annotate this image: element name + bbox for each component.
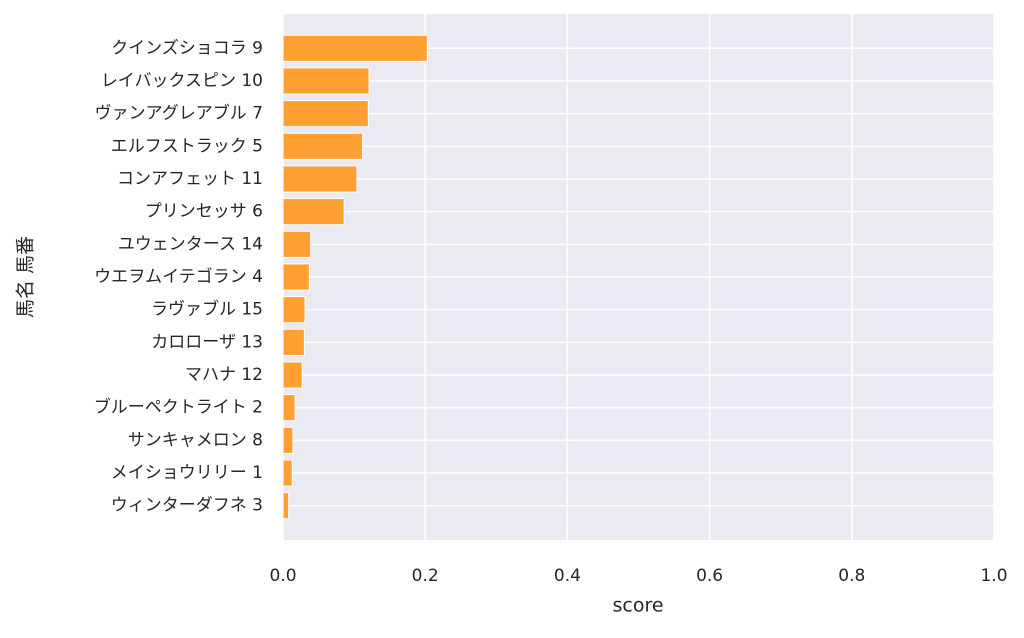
y-tick-label: ラヴァブル 15 [151, 299, 263, 320]
x-tick-label: 0.0 [269, 566, 296, 586]
bar [282, 361, 303, 389]
x-axis-label: score [612, 595, 663, 617]
bar [282, 492, 290, 520]
y-tick-label: ヴァンアグレアブル 7 [95, 103, 263, 124]
y-tick-label: カロローザ 13 [151, 332, 263, 352]
y-tick-label: ブルーペクトライト 2 [94, 397, 263, 418]
bar [282, 394, 296, 422]
y-tick-label: プリンセッサ 6 [145, 202, 263, 222]
bar [282, 459, 293, 487]
y-tick-label: エルフストラック 5 [111, 136, 263, 156]
x-tick-label: 1.0 [980, 566, 1007, 586]
y-tick-label: サンキャメロン 8 [128, 430, 263, 450]
x-tick-label: 0.6 [696, 566, 723, 586]
bar [282, 132, 364, 160]
y-tick-label: ウエヲムイテゴラン 4 [94, 266, 263, 287]
bar [282, 230, 312, 258]
x-tick-label: 0.8 [838, 566, 865, 586]
bar [282, 34, 428, 62]
bar [282, 328, 305, 356]
bar [282, 100, 369, 128]
y-tick-label: ウィンターダフネ 3 [111, 496, 263, 516]
y-tick-label: クインズショコラ 9 [111, 38, 263, 58]
bar [282, 296, 306, 324]
x-tick-label: 0.2 [412, 566, 439, 586]
y-tick-label: レイバックスピン 10 [101, 71, 263, 91]
bar [282, 263, 310, 291]
bar [282, 198, 345, 226]
bar [282, 67, 370, 95]
y-tick-label: ユウェンタース 14 [118, 234, 263, 254]
x-tick-label: 0.4 [554, 566, 581, 586]
y-axis-label: 馬名 馬番 [15, 236, 37, 318]
y-tick-label: コンアフェット 11 [117, 169, 263, 189]
bar [282, 165, 358, 193]
y-tick-label: マハナ 12 [185, 365, 263, 385]
bar [282, 426, 294, 454]
y-tick-label: メイショウリリー 1 [111, 463, 263, 483]
